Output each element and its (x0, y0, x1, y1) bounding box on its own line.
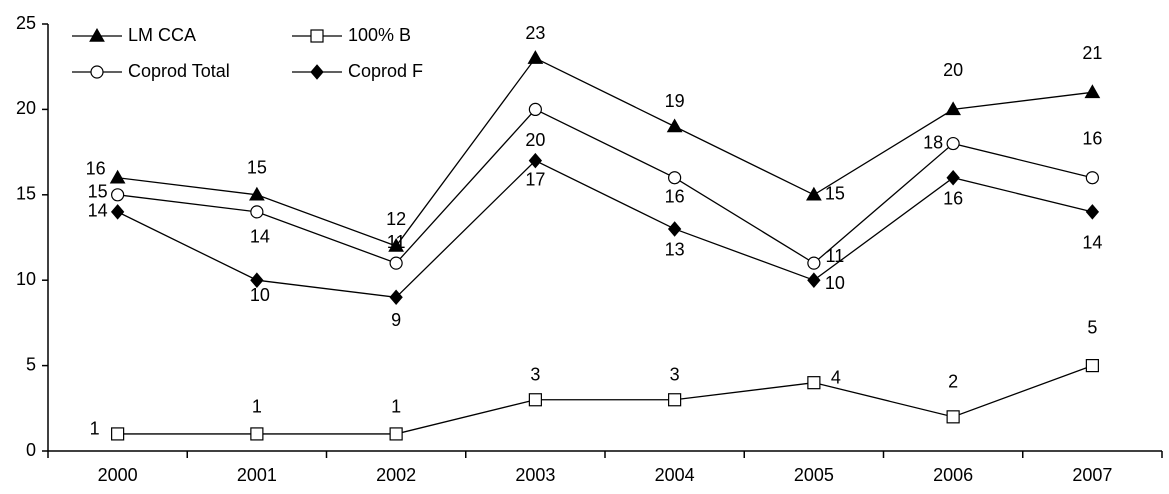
y-tick-label: 5 (26, 354, 36, 374)
series-2-data-label: 11 (387, 232, 406, 252)
series-0-data-label: 19 (665, 91, 685, 111)
series-0-data-label: 23 (525, 23, 545, 43)
y-tick-label: 15 (16, 184, 36, 204)
series-3-point (667, 221, 682, 237)
series-1-data-label: 1 (90, 419, 100, 439)
series-1-data-label: 3 (530, 365, 540, 385)
series-line-0 (117, 57, 1093, 247)
series-1-data-label: 4 (831, 367, 841, 387)
series-1-point (1085, 359, 1099, 373)
series-3-data-label: 14 (1082, 233, 1102, 253)
series-1-data-label: 3 (670, 365, 680, 385)
y-tick-label: 10 (16, 269, 36, 289)
series-1-data-label: 2 (948, 372, 958, 392)
series-0-point (388, 238, 404, 252)
x-tick-label: 2000 (98, 465, 138, 485)
series-1-point (528, 393, 542, 407)
x-tick-label: 2006 (933, 465, 973, 485)
series-line-1 (117, 364, 1093, 435)
series-0-point (945, 101, 961, 116)
series-2-data-label: 16 (665, 186, 685, 206)
series-2-point (668, 171, 682, 185)
series-2-point (1085, 171, 1099, 185)
x-tick-label: 2003 (515, 465, 555, 485)
x-tick-label: 2005 (794, 465, 834, 485)
series-3-data-label: 17 (525, 169, 545, 189)
series-3-point (110, 204, 125, 220)
series-1-data-label: 1 (252, 397, 262, 417)
legend-marker-2 (90, 65, 104, 79)
x-tick-label: 2002 (376, 465, 416, 485)
series-3-point (389, 289, 403, 306)
series-0-data-label: 12 (386, 209, 406, 229)
series-2-point (389, 256, 403, 270)
series-3-data-label: 16 (943, 188, 963, 208)
legend-marker-0 (89, 27, 105, 42)
series-3-data-label: 10 (250, 285, 270, 305)
series-0-data-label: 16 (86, 158, 106, 178)
series-1-point (668, 393, 682, 407)
series-line-3 (117, 159, 1093, 298)
x-tick-label: 2004 (655, 465, 695, 485)
series-0-point (1084, 84, 1101, 99)
series-1-point (389, 427, 403, 441)
series-3-point (250, 272, 264, 288)
series-3-point (946, 169, 960, 186)
y-tick-label: 0 (26, 440, 36, 460)
legend-label-2: Coprod Total (128, 61, 230, 81)
series-2-data-label: 18 (923, 132, 943, 152)
legend-label-1: 100% B (348, 25, 411, 45)
series-2-point (807, 256, 821, 270)
series-2-point (111, 188, 125, 202)
legend-marker-1 (310, 29, 324, 43)
series-3-data-label: 14 (88, 201, 108, 221)
series-2-data-label: 16 (1082, 128, 1102, 148)
series-0-point (249, 186, 265, 201)
y-tick-label: 20 (16, 98, 36, 118)
series-3-data-label: 13 (665, 240, 685, 260)
series-1-point (807, 376, 821, 390)
series-0-point (806, 186, 822, 201)
x-tick-label: 2001 (237, 465, 277, 485)
series-1-point (111, 427, 125, 441)
series-2-data-label: 15 (88, 182, 108, 202)
series-3-data-label: 9 (391, 310, 401, 330)
series-0-data-label: 21 (1082, 43, 1102, 63)
series-line-2 (117, 108, 1093, 264)
series-3-point (528, 152, 543, 169)
series-3-data-label: 10 (825, 273, 845, 293)
series-0-point (109, 169, 126, 184)
series-3-point (1085, 204, 1100, 220)
series-2-data-label: 11 (826, 246, 845, 266)
x-tick-label: 2007 (1072, 465, 1112, 485)
series-3-point (807, 272, 821, 288)
series-1-point (946, 410, 960, 424)
series-0-point (666, 118, 683, 133)
legend-marker-3 (310, 64, 324, 80)
series-0-data-label: 15 (247, 158, 267, 178)
series-0-point (527, 50, 544, 64)
series-1-data-label: 5 (1087, 317, 1097, 337)
series-0-data-label: 20 (943, 60, 963, 80)
legend-label-3: Coprod F (348, 61, 423, 81)
series-0-data-label: 15 (825, 184, 845, 204)
legend-label-0: LM CCA (128, 25, 196, 45)
series-2-data-label: 20 (525, 130, 545, 150)
series-2-point (946, 136, 960, 151)
series-2-point (250, 205, 264, 219)
series-1-point (250, 427, 264, 441)
series-2-data-label: 14 (250, 227, 270, 247)
series-1-data-label: 1 (391, 397, 401, 417)
series-2-point (528, 102, 542, 117)
y-tick-label: 25 (16, 13, 36, 33)
